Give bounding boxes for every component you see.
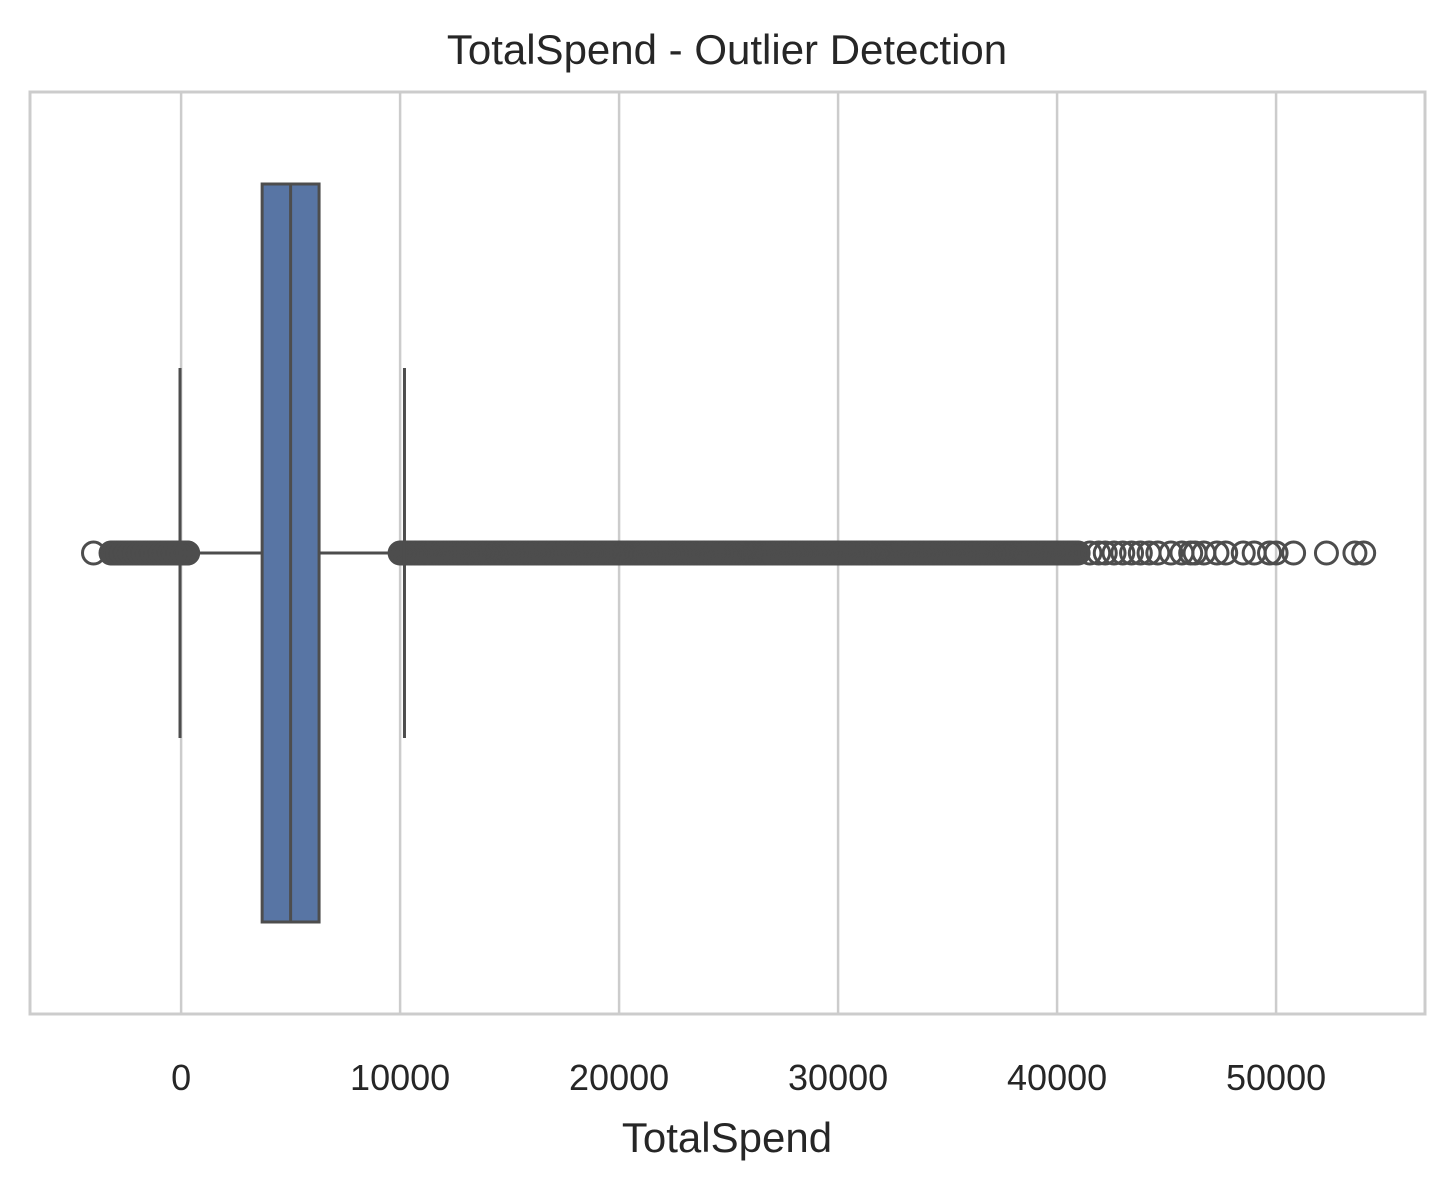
x-tick-label: 50000	[1226, 1057, 1326, 1098]
outlier-point	[1119, 540, 1145, 566]
outlier-point	[1351, 540, 1377, 566]
outlier-point	[81, 540, 107, 566]
x-tick-label: 40000	[1007, 1057, 1107, 1098]
outlier-point	[1213, 540, 1239, 566]
outlier-point	[1101, 540, 1127, 566]
outlier-point	[1342, 540, 1368, 566]
outlier-point	[1086, 540, 1112, 566]
outlier-point	[1077, 540, 1103, 566]
chart-title: TotalSpend - Outlier Detection	[447, 26, 1007, 73]
x-tick-label: 10000	[350, 1057, 450, 1098]
x-tick-label: 20000	[569, 1057, 669, 1098]
outlier-point	[1204, 540, 1230, 566]
axes-frame	[28, 90, 1427, 1016]
outlier-point	[1281, 540, 1307, 566]
x-axis-label: TotalSpend	[622, 1114, 832, 1161]
x-tick-label: 30000	[788, 1057, 888, 1098]
outlier-point	[1092, 540, 1118, 566]
plot-area	[81, 182, 1377, 924]
x-tick-labels: 0 10000 20000 30000 40000 50000	[171, 1057, 1326, 1098]
outlier-point	[1110, 540, 1136, 566]
outlier-point	[1263, 540, 1289, 566]
outlier-point	[1145, 540, 1171, 566]
outlier-point	[1313, 540, 1339, 566]
outlier-point	[1158, 540, 1184, 566]
outlier-point	[1257, 540, 1283, 566]
outlier-point	[1127, 540, 1153, 566]
outlier-point	[1230, 540, 1256, 566]
x-tick-label: 0	[171, 1057, 191, 1098]
